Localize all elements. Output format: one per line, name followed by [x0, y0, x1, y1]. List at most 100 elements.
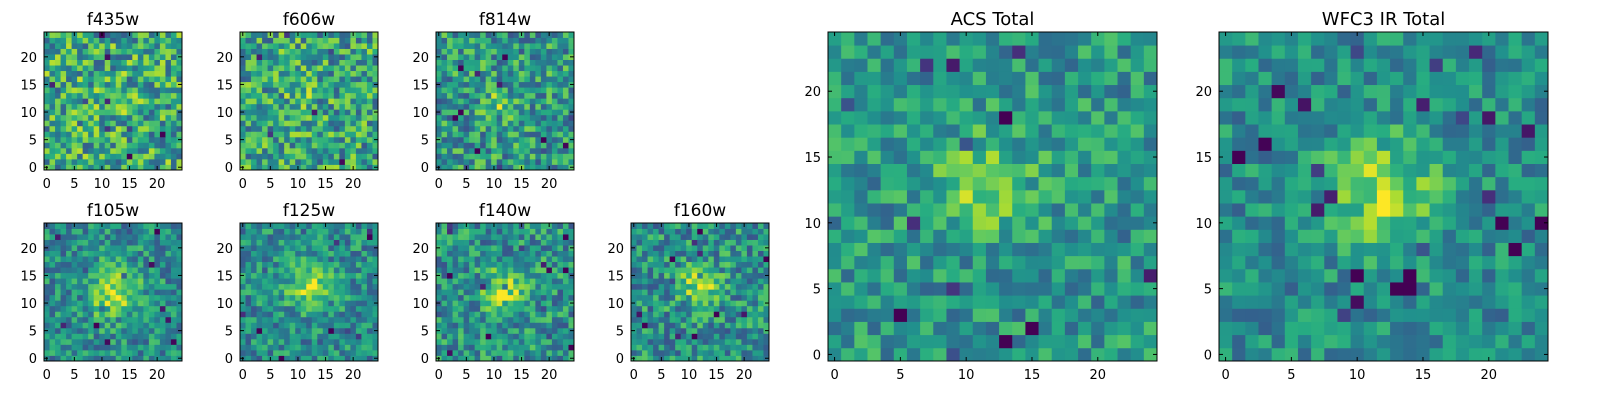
heatmap-cell: [741, 294, 748, 301]
heatmap-cell: [66, 98, 72, 105]
heatmap-cell: [642, 223, 648, 229]
heatmap-cell: [77, 98, 84, 105]
heatmap-cell: [60, 103, 67, 110]
heatmap-cell: [524, 344, 531, 351]
heatmap-cell: [317, 239, 324, 246]
heatmap-cell: [841, 229, 855, 243]
heatmap-cell: [647, 294, 654, 301]
heatmap-cell: [485, 43, 492, 49]
heatmap-cell: [1091, 216, 1105, 230]
heatmap-cell: [88, 147, 95, 154]
heatmap-cell: [452, 114, 459, 121]
heatmap-cell: [741, 338, 748, 345]
heatmap-cell: [562, 43, 569, 49]
heatmap-cell: [104, 125, 111, 132]
heatmap-cell: [496, 327, 503, 334]
heatmap-cell: [165, 120, 172, 127]
heatmap-cell: [55, 250, 61, 257]
heatmap-cell: [469, 142, 476, 149]
heatmap-cell: [115, 48, 122, 55]
heatmap-cell: [176, 70, 183, 77]
heatmap-cell: [110, 109, 117, 116]
heatmap-cell: [311, 322, 318, 329]
heatmap-cell: [44, 37, 50, 44]
heatmap-cell: [636, 239, 643, 246]
heatmap-cell: [121, 70, 128, 77]
heatmap-cell: [999, 176, 1013, 191]
heatmap-cell: [972, 203, 987, 217]
heatmap-cell: [441, 256, 448, 263]
heatmap-cell: [300, 164, 307, 171]
heatmap-cell: [697, 283, 704, 290]
heatmap-cell: [557, 114, 564, 121]
heatmap-cell: [502, 228, 509, 235]
heatmap-cell: [121, 37, 128, 44]
heatmap-cell: [469, 278, 476, 285]
heatmap-cell: [999, 295, 1013, 309]
heatmap-cell: [713, 272, 720, 279]
heatmap-cell: [551, 54, 558, 60]
heatmap-cell: [71, 327, 78, 334]
heatmap-cell: [300, 272, 307, 279]
heatmap-cell: [1130, 282, 1145, 296]
heatmap-cell: [267, 131, 274, 138]
heatmap-cell: [441, 294, 448, 301]
heatmap-cell: [985, 308, 1000, 322]
heatmap-cell: [148, 234, 155, 240]
heatmap-cell: [104, 344, 111, 351]
heatmap-cell: [491, 327, 498, 334]
heatmap-cell: [295, 54, 302, 60]
heatmap-cell: [691, 338, 698, 345]
heatmap-cell: [524, 239, 531, 246]
heatmap-cell: [121, 234, 128, 240]
heatmap-cell: [1091, 334, 1105, 349]
heatmap-cell: [273, 272, 280, 279]
heatmap-cell: [154, 322, 161, 329]
heatmap-cell: [562, 103, 569, 110]
heatmap-cell: [518, 87, 525, 94]
heatmap-cell: [496, 153, 503, 160]
heatmap-cell: [735, 267, 742, 274]
heatmap-cell: [110, 120, 117, 127]
heatmap-cell: [551, 344, 558, 351]
heatmap-cell: [1012, 295, 1026, 309]
heatmap-cell: [328, 289, 335, 296]
heatmap-cell: [496, 355, 503, 362]
heatmap-cell: [502, 256, 509, 263]
heatmap-cell: [251, 32, 257, 38]
heatmap-cell: [115, 316, 122, 323]
heatmap-cell: [724, 311, 731, 318]
heatmap-cell: [170, 164, 177, 171]
heatmap-cell: [132, 256, 139, 263]
heatmap-cell: [675, 228, 682, 235]
heatmap-cell: [300, 322, 307, 329]
heatmap-cell: [502, 147, 509, 154]
heatmap-cell: [49, 283, 56, 290]
heatmap-cell: [322, 136, 329, 143]
heatmap-cell: [636, 261, 643, 268]
heatmap-cell: [372, 125, 379, 132]
heatmap-cell: [311, 228, 318, 235]
heatmap-cell: [529, 327, 536, 334]
heatmap-cell: [880, 216, 895, 230]
heatmap-cell: [535, 142, 542, 149]
heatmap-cell: [284, 114, 291, 121]
y-tick-label: 0: [225, 352, 233, 367]
heatmap-cell: [278, 245, 285, 251]
heatmap-cell: [647, 344, 654, 351]
heatmap-cell: [540, 76, 547, 83]
heatmap-cell: [653, 305, 659, 312]
heatmap-cell: [165, 76, 172, 83]
heatmap-cell: [273, 327, 280, 334]
heatmap-cell: [713, 250, 720, 257]
heatmap-cell: [115, 228, 122, 235]
heatmap-cell: [469, 305, 476, 312]
heatmap-cell: [148, 43, 155, 49]
heatmap-cell: [1078, 347, 1092, 362]
heatmap-cell: [132, 300, 139, 307]
heatmap-cell: [306, 32, 313, 38]
heatmap-cell: [518, 311, 525, 318]
heatmap-cell: [49, 142, 56, 149]
heatmap-cell: [284, 153, 291, 160]
